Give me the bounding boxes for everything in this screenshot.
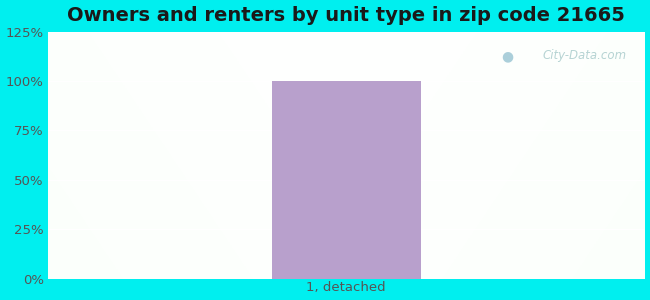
Text: ●: ● xyxy=(501,49,514,63)
Text: City-Data.com: City-Data.com xyxy=(542,49,627,62)
Bar xyxy=(272,81,421,279)
Title: Owners and renters by unit type in zip code 21665: Owners and renters by unit type in zip c… xyxy=(67,6,625,25)
